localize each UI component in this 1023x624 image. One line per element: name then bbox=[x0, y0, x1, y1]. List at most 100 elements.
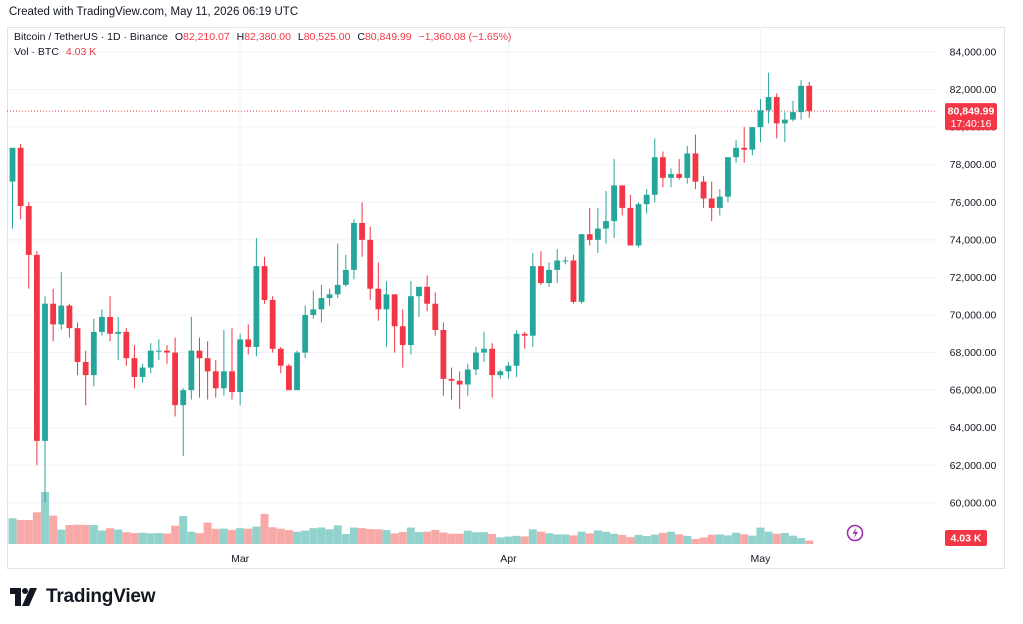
candle[interactable] bbox=[554, 249, 561, 284]
candle[interactable] bbox=[603, 191, 609, 244]
candle[interactable] bbox=[578, 234, 585, 304]
candle[interactable] bbox=[611, 159, 618, 238]
candle[interactable] bbox=[33, 251, 40, 466]
candle[interactable] bbox=[90, 318, 97, 387]
candle[interactable] bbox=[505, 361, 512, 379]
candle[interactable] bbox=[594, 207, 601, 253]
candle[interactable] bbox=[676, 159, 683, 180]
candle[interactable] bbox=[643, 189, 650, 214]
candle[interactable] bbox=[196, 337, 203, 398]
candle[interactable] bbox=[42, 296, 48, 503]
candle[interactable] bbox=[733, 140, 739, 163]
candle[interactable] bbox=[660, 151, 666, 188]
candle[interactable] bbox=[399, 309, 406, 368]
candle[interactable] bbox=[521, 331, 528, 349]
candle[interactable] bbox=[204, 341, 211, 400]
candle[interactable] bbox=[391, 294, 398, 353]
lightning-icon[interactable] bbox=[846, 524, 864, 542]
price-axis[interactable]: 60,000.00 62,000.00 64,000.00 66,000.00 68,0… bbox=[950, 47, 997, 510]
candle[interactable] bbox=[334, 243, 341, 299]
volume-label[interactable]: Vol · BTC bbox=[14, 46, 59, 58]
candle[interactable] bbox=[765, 72, 772, 124]
candle[interactable] bbox=[716, 189, 723, 216]
candle[interactable] bbox=[790, 100, 796, 122]
candle[interactable] bbox=[546, 262, 552, 287]
candle[interactable] bbox=[757, 98, 764, 143]
candle[interactable] bbox=[294, 350, 300, 391]
candle[interactable] bbox=[383, 281, 390, 347]
candle[interactable] bbox=[692, 134, 699, 190]
candle[interactable] bbox=[155, 339, 162, 361]
candle[interactable] bbox=[188, 316, 195, 400]
candles[interactable] bbox=[9, 72, 813, 503]
candle[interactable] bbox=[619, 185, 626, 216]
candle[interactable] bbox=[261, 256, 268, 304]
candle[interactable] bbox=[562, 256, 569, 265]
candle[interactable] bbox=[367, 226, 374, 300]
symbol-title[interactable]: Bitcoin / TetherUS · 1D · Binance bbox=[14, 31, 168, 43]
candle[interactable] bbox=[286, 363, 292, 391]
candle[interactable] bbox=[139, 363, 146, 383]
candle[interactable] bbox=[302, 305, 309, 359]
candle[interactable] bbox=[773, 93, 780, 139]
candle[interactable] bbox=[513, 330, 520, 377]
candle[interactable] bbox=[424, 275, 431, 312]
candle[interactable] bbox=[798, 80, 805, 120]
candle[interactable] bbox=[164, 345, 170, 364]
candle[interactable] bbox=[741, 127, 748, 163]
candle[interactable] bbox=[245, 324, 252, 355]
candlestick-chart[interactable]: 60,000.00 62,000.00 64,000.00 66,000.00 68,0… bbox=[7, 27, 1005, 569]
candle[interactable] bbox=[529, 252, 536, 347]
candle[interactable] bbox=[464, 363, 471, 396]
candle[interactable] bbox=[432, 292, 439, 336]
candle[interactable] bbox=[229, 328, 235, 400]
candle[interactable] bbox=[351, 219, 357, 280]
candle[interactable] bbox=[253, 237, 260, 357]
candle[interactable] bbox=[147, 343, 154, 374]
candle[interactable] bbox=[806, 82, 813, 118]
candle[interactable] bbox=[781, 112, 788, 143]
candle[interactable] bbox=[82, 350, 89, 406]
candle[interactable] bbox=[107, 296, 113, 342]
candle[interactable] bbox=[123, 328, 130, 366]
candle[interactable] bbox=[538, 251, 544, 285]
candle[interactable] bbox=[277, 346, 284, 374]
candle[interactable] bbox=[25, 202, 32, 289]
tradingview-logo[interactable]: TradingView bbox=[10, 586, 156, 608]
candle[interactable] bbox=[131, 345, 138, 389]
candle[interactable] bbox=[359, 202, 365, 257]
candle[interactable] bbox=[99, 309, 105, 336]
candle[interactable] bbox=[115, 316, 122, 361]
candle[interactable] bbox=[220, 330, 227, 396]
candle[interactable] bbox=[237, 333, 244, 406]
candle[interactable] bbox=[17, 144, 24, 220]
candle[interactable] bbox=[497, 369, 504, 379]
candle[interactable] bbox=[407, 281, 414, 355]
candle[interactable] bbox=[172, 337, 178, 417]
candle[interactable] bbox=[481, 331, 487, 362]
candle[interactable] bbox=[375, 262, 382, 321]
candle[interactable] bbox=[212, 360, 219, 398]
candle[interactable] bbox=[269, 296, 276, 353]
time-axis[interactable]: Mar Apr May bbox=[231, 553, 771, 565]
candle[interactable] bbox=[684, 145, 691, 184]
candle[interactable] bbox=[416, 286, 422, 317]
candle[interactable] bbox=[627, 194, 634, 246]
candle[interactable] bbox=[700, 175, 707, 208]
candle[interactable] bbox=[586, 207, 593, 246]
candle[interactable] bbox=[74, 322, 81, 376]
candle[interactable] bbox=[473, 346, 479, 376]
candle[interactable] bbox=[489, 343, 496, 398]
candle[interactable] bbox=[66, 303, 73, 338]
candle[interactable] bbox=[651, 138, 658, 203]
candle[interactable] bbox=[570, 254, 577, 304]
candle[interactable] bbox=[749, 127, 756, 156]
candle[interactable] bbox=[448, 367, 455, 400]
candle[interactable] bbox=[58, 271, 65, 331]
candle[interactable] bbox=[326, 288, 333, 306]
candle[interactable] bbox=[9, 147, 16, 229]
candle[interactable] bbox=[440, 322, 447, 396]
candle[interactable] bbox=[50, 288, 57, 342]
candle[interactable] bbox=[180, 388, 187, 456]
candle[interactable] bbox=[342, 254, 349, 287]
